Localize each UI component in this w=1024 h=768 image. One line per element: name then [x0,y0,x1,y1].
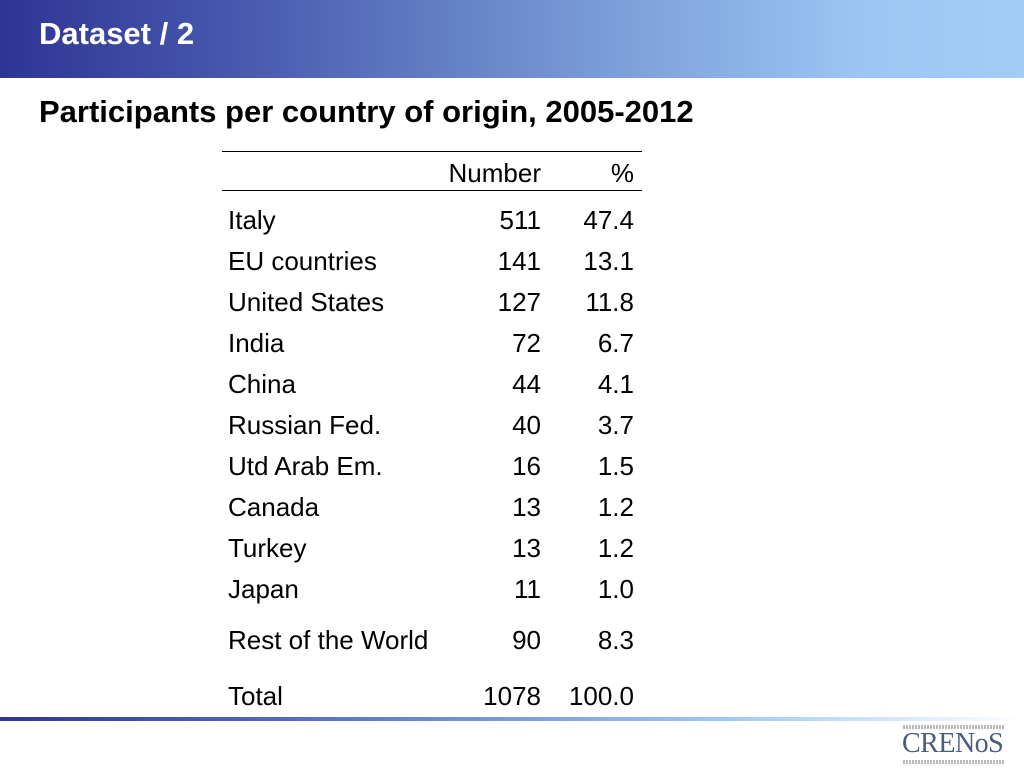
row-percent: 1.0 [597,574,634,604]
row-country: Utd Arab Em. [228,451,383,481]
row-country: United States [228,287,385,317]
table-title: Participants per country of origin, 2005… [39,94,694,129]
row-number: 90 [512,625,541,655]
row-percent: 4.1 [597,369,634,399]
row-country: Canada [228,492,320,522]
row-number: 16 [512,451,541,481]
total-label: Total [228,681,283,711]
row-percent: 1.5 [597,451,634,481]
logo-text: CRENoS [902,728,1004,759]
row-country: EU countries [228,246,377,276]
slide-title: Dataset / 2 [39,16,195,51]
row-country: Japan [228,574,299,604]
row-number: 141 [497,246,541,276]
logo-top-stripe [903,725,1005,729]
logo-bottom-stripe [903,760,1005,764]
row-number: 13 [512,533,541,563]
header-bar [0,0,1024,78]
row-percent: 47.4 [583,205,634,235]
row-percent: 3.7 [597,410,634,440]
row-country: China [228,369,296,399]
row-percent: 1.2 [597,533,634,563]
row-percent: 6.7 [597,328,634,358]
crenos-logo: CRENoS [900,724,1008,766]
row-percent: 11.8 [585,287,634,317]
row-number: 13 [512,492,541,522]
column-header-number: Number [448,158,541,188]
row-country: Turkey [228,533,307,563]
footer-bar [0,717,1024,721]
row-country: Italy [228,205,276,235]
row-number: 40 [512,410,541,440]
table-header-rule [222,190,642,191]
row-number: 72 [512,328,541,358]
row-country: Russian Fed. [228,410,382,440]
row-percent: 13.1 [583,246,634,276]
column-header-percent: % [610,158,634,188]
row-percent: 8.3 [597,625,634,655]
row-number: 44 [512,369,541,399]
row-percent: 1.2 [597,492,634,522]
row-number: 511 [499,205,541,235]
row-number: 127 [497,287,541,317]
table-top-rule [222,151,642,152]
row-number: 11 [514,574,541,604]
row-country: Rest of the World [228,625,429,655]
total-number: 1078 [483,681,541,711]
row-country: India [228,328,285,358]
total-percent: 100.0 [568,681,634,711]
